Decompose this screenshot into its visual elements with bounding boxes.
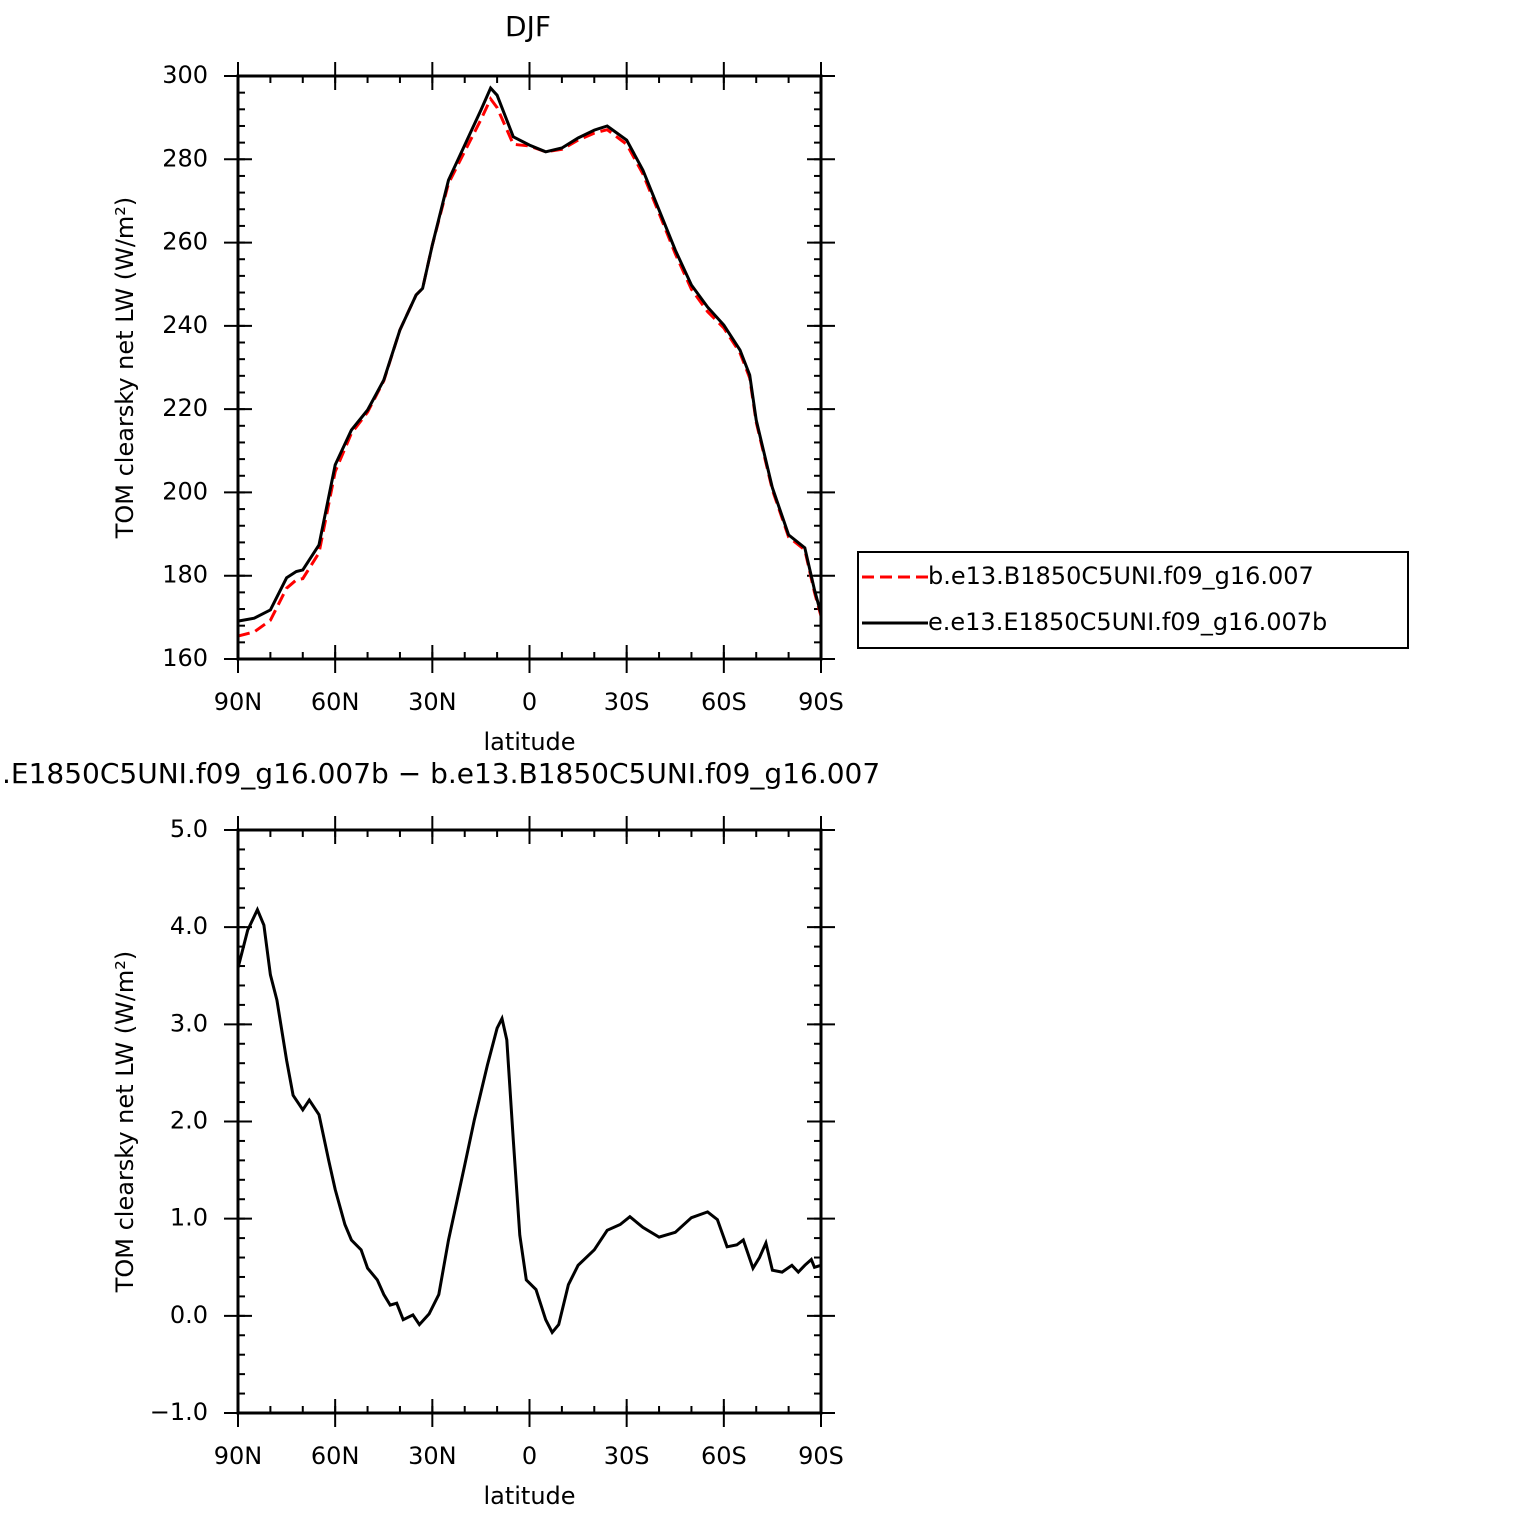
plot-frame [236, 828, 823, 1415]
chart-title: DJF [505, 10, 551, 43]
x-tick-label: 60N [311, 688, 360, 716]
x-tick-label: 30N [408, 688, 457, 716]
legend-label: b.e13.B1850C5UNI.f09_g16.007 [928, 562, 1314, 590]
x-tick-label: 60N [311, 1442, 360, 1470]
x-tick-label: 0 [522, 688, 537, 716]
y-tick-label: 4.0 [170, 912, 208, 940]
x-axis-label: latitude [483, 1482, 575, 1510]
legend-box [857, 551, 1409, 649]
x-tick-label: 60S [701, 1442, 747, 1470]
y-tick-label: 2.0 [170, 1107, 208, 1135]
y-tick-label: 180 [162, 561, 208, 589]
y-tick-label: 0.0 [170, 1301, 208, 1329]
y-tick-label: 220 [162, 394, 208, 422]
x-tick-label: 30S [604, 688, 650, 716]
x-tick-label: 90N [214, 688, 263, 716]
x-tick-label: 60S [701, 688, 747, 716]
x-tick-label: 30S [604, 1442, 650, 1470]
y-tick-label: 240 [162, 311, 208, 339]
legend-label: e.e13.E1850C5UNI.f09_g16.007b [928, 608, 1327, 636]
y-tick-label: 160 [162, 644, 208, 672]
data-line [237, 85, 823, 623]
x-tick-label: 30N [408, 1442, 457, 1470]
data-line [236, 906, 822, 1336]
y-axis-label: TOM clearsky net LW (W/m²) [111, 197, 139, 540]
y-tick-label: 280 [162, 144, 208, 172]
y-axis-label: TOM clearsky net LW (W/m²) [111, 951, 139, 1294]
y-tick-label: 300 [162, 61, 208, 89]
y-tick-label: 260 [162, 228, 208, 256]
plot-frame [236, 74, 823, 661]
y-tick-label: 5.0 [170, 815, 208, 843]
data-line [237, 95, 823, 638]
y-tick-label: 1.0 [170, 1204, 208, 1232]
x-tick-label: 90N [214, 1442, 263, 1470]
chart-title: .E1850C5UNI.f09_g16.007b − b.e13.B1850C5… [2, 757, 880, 790]
y-tick-label: 200 [162, 477, 208, 505]
y-tick-label: 3.0 [170, 1009, 208, 1037]
x-axis-label: latitude [483, 728, 575, 756]
y-tick-label: −1.0 [150, 1398, 208, 1426]
x-tick-label: 0 [522, 1442, 537, 1470]
x-tick-label: 90S [798, 688, 844, 716]
x-tick-label: 90S [798, 1442, 844, 1470]
